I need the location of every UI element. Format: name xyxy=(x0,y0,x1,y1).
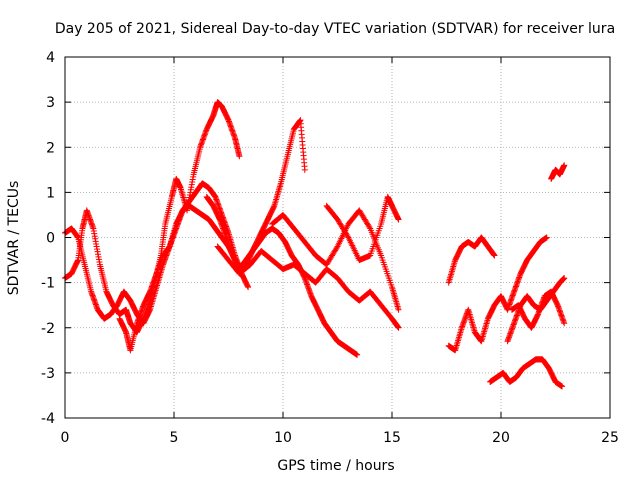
data-point xyxy=(354,351,361,358)
series-arc-j xyxy=(487,356,566,390)
series-arc-l xyxy=(508,288,568,331)
series-arc-i xyxy=(445,234,550,354)
y-tick-label: -1 xyxy=(41,276,55,292)
x-tick-labels: 0 5 10 15 20 25 xyxy=(61,430,619,446)
y-tick-label: -4 xyxy=(41,411,55,427)
data-point xyxy=(543,234,550,241)
series-arc-m xyxy=(548,162,568,182)
series-arc-k xyxy=(504,275,568,345)
y-tick-label: 1 xyxy=(46,185,55,201)
data-point xyxy=(561,162,568,169)
series-arc-h xyxy=(445,234,498,286)
axis-ticks xyxy=(64,56,611,419)
data-point xyxy=(301,166,308,173)
chart-title: Day 205 of 2021, Sidereal Day-to-day VTE… xyxy=(55,21,615,37)
x-axis-label: GPS time / hours xyxy=(277,458,394,474)
data-marks xyxy=(62,99,568,390)
data-point xyxy=(395,216,402,223)
x-tick-label: 10 xyxy=(274,430,292,446)
data-point xyxy=(395,324,402,331)
data-point xyxy=(559,383,566,390)
series-arc-e xyxy=(214,243,402,331)
data-point xyxy=(236,153,243,160)
y-tick-label: 2 xyxy=(46,140,55,156)
data-point-trace xyxy=(366,224,373,231)
data-point xyxy=(245,284,252,291)
y-tick-label: -3 xyxy=(41,366,55,382)
series-arc-g xyxy=(323,193,402,264)
data-point xyxy=(491,252,498,259)
x-tick-label: 0 xyxy=(61,430,70,446)
x-tick-label: 5 xyxy=(170,430,179,446)
y-tick-label: 3 xyxy=(46,95,55,111)
y-tick-labels: -4 -3 -2 -1 0 1 2 3 4 xyxy=(41,50,55,427)
x-tick-label: 25 xyxy=(601,430,619,446)
data-point xyxy=(561,275,568,282)
series-arc-d xyxy=(203,193,361,358)
y-tick-label: 4 xyxy=(46,50,55,66)
y-axis-label: SDTVAR / TECUs xyxy=(6,181,22,296)
x-tick-label: 20 xyxy=(492,430,510,446)
data-point xyxy=(395,306,402,313)
y-tick-label: -2 xyxy=(41,321,55,337)
y-tick-label: 0 xyxy=(46,231,55,247)
data-point xyxy=(561,320,568,327)
x-tick-label: 15 xyxy=(383,430,401,446)
